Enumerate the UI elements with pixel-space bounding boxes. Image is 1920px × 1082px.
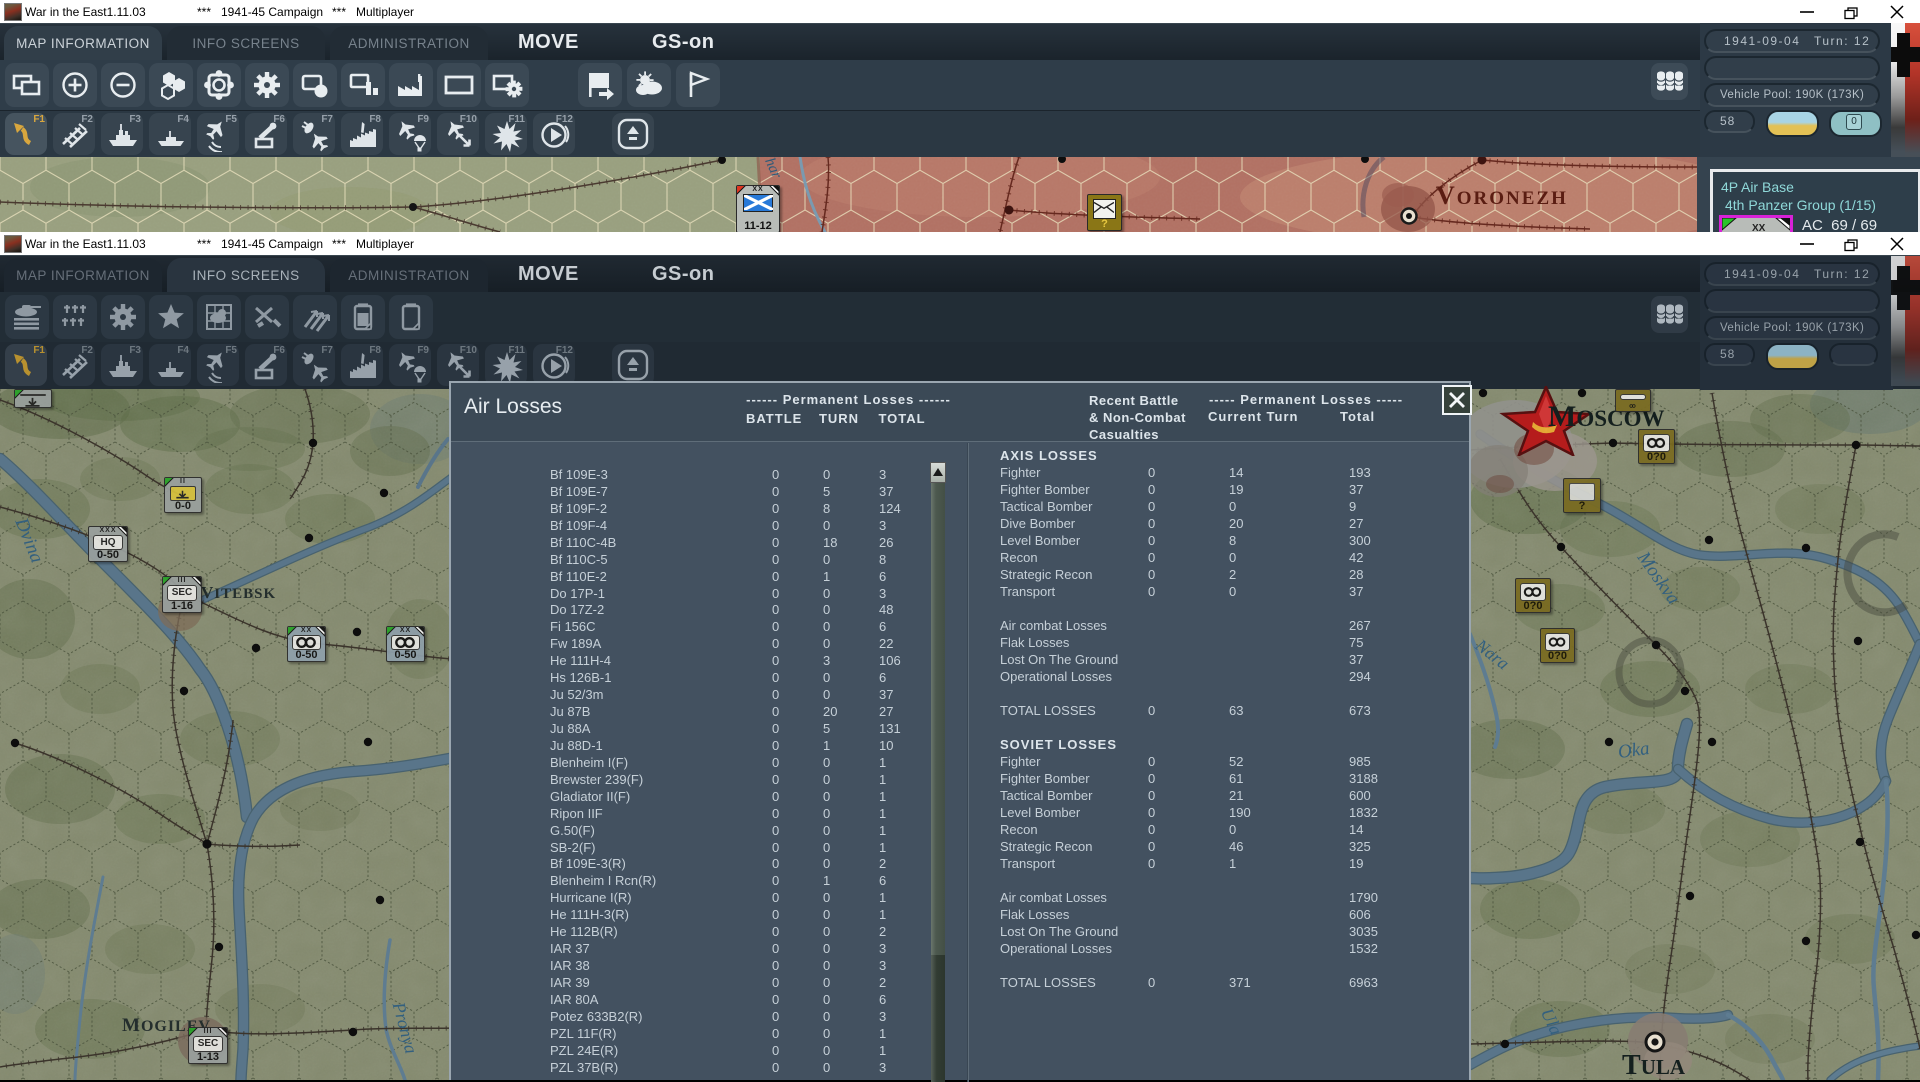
svg-text:XX: XX — [1752, 223, 1766, 232]
